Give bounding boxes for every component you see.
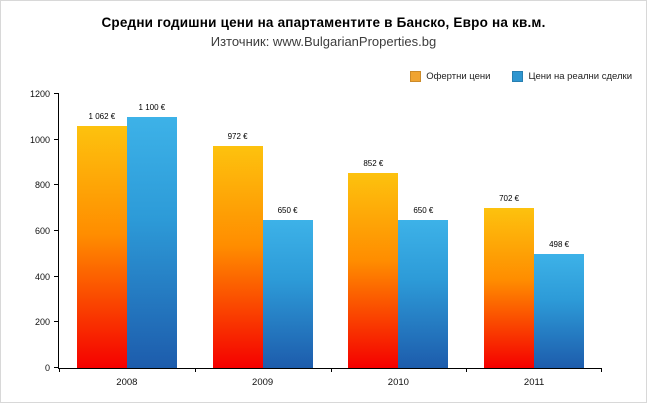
x-axis-label: 2009 [252,377,274,388]
y-axis-tick [54,367,59,368]
y-axis-tick [54,275,59,277]
y-axis-tick [54,321,59,323]
y-axis-tick [54,138,59,140]
bar-value-label: 498 € [549,240,570,250]
x-axis-label: 2011 [523,377,545,388]
bar-real-deal-prices-2010 [398,219,449,368]
legend-item-offer-prices: Офертни цени [410,71,490,82]
x-axis-tick [194,368,196,372]
y-axis-tick-label: 1200 [29,89,50,99]
chart-legend: Офертни цени Цени на реални сделки [410,71,632,82]
legend-label: Цени на реални сделки [528,71,632,82]
bar-value-label: 702 € [499,193,520,203]
y-axis-tick-label: 600 [34,226,50,236]
legend-item-real-deal-prices: Цени на реални сделки [512,71,632,82]
plot-area: 0 200 400 600 800 1000 1200 1 062 € 1 100 € 2008 9… [30,89,602,388]
bar-offer-prices-2008 [76,125,127,368]
chart-subtitle: Източник: www.BulgarianProperties.bg [210,34,437,49]
bar-real-deal-prices-2009 [262,219,313,368]
bar-offer-prices-2011 [484,207,535,368]
bar-offer-prices-2010 [348,173,399,368]
y-axis-tick [54,230,59,231]
x-axis-tick [59,368,60,372]
x-axis-tick [466,368,468,372]
y-axis-tick [54,93,59,94]
y-axis-tick-label: 0 [44,363,50,373]
offer-prices-swatch-icon [410,71,422,82]
y-axis-tick-label: 1000 [29,134,50,145]
bar-value-label: 650 € [277,205,298,215]
bar-value-label: 1 100 € [138,102,166,112]
real-deal-prices-swatch-icon [512,71,524,82]
bar-value-label: 650 € [413,205,434,215]
x-axis-label: 2010 [387,377,409,388]
y-axis-tick-label: 400 [34,271,50,282]
x-axis-label: 2008 [116,377,138,388]
y-axis-tick-label: 200 [34,317,50,328]
bar-offer-prices-2009 [212,146,263,368]
x-axis-tick [330,368,332,372]
legend-label: Офертни цени [426,71,491,82]
bar-real-deal-prices-2011 [534,254,585,368]
chart-title: Средни годишни цени на апартаментите в Б… [101,15,546,30]
x-axis-tick [601,368,602,372]
y-axis-tick [54,184,59,186]
bar-value-label: 972 € [227,132,248,142]
bar-value-label: 852 € [363,159,384,169]
y-axis-tick-label: 800 [34,180,50,191]
bar-real-deal-prices-2008 [126,116,177,368]
bar-value-label: 1 062 € [88,111,116,121]
